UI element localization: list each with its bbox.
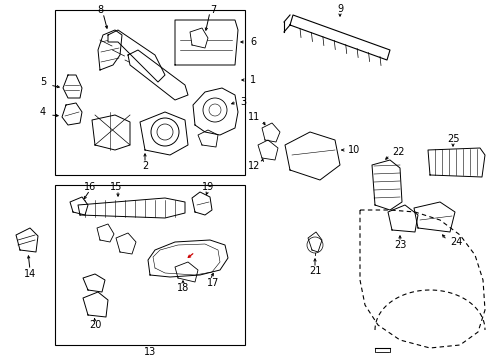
Polygon shape xyxy=(289,15,389,60)
Polygon shape xyxy=(427,148,484,177)
Text: 3: 3 xyxy=(240,97,245,107)
Polygon shape xyxy=(193,88,238,135)
Polygon shape xyxy=(307,232,321,252)
Polygon shape xyxy=(198,130,218,147)
Polygon shape xyxy=(140,112,187,155)
Polygon shape xyxy=(116,233,136,254)
Polygon shape xyxy=(98,30,122,70)
Polygon shape xyxy=(16,228,38,252)
Text: 8: 8 xyxy=(97,5,103,15)
Text: 23: 23 xyxy=(393,240,406,250)
Text: 20: 20 xyxy=(89,320,101,330)
Text: 1: 1 xyxy=(249,75,256,85)
Text: 24: 24 xyxy=(449,237,462,247)
Polygon shape xyxy=(148,240,227,277)
Polygon shape xyxy=(97,224,114,242)
Text: 2: 2 xyxy=(142,161,148,171)
Text: 21: 21 xyxy=(308,266,321,276)
Bar xyxy=(55,10,244,175)
Polygon shape xyxy=(92,115,130,150)
Circle shape xyxy=(203,98,226,122)
Text: 9: 9 xyxy=(336,4,343,14)
Text: 16: 16 xyxy=(84,182,96,192)
Polygon shape xyxy=(258,140,278,160)
Circle shape xyxy=(306,237,323,253)
Text: 12: 12 xyxy=(247,161,260,171)
Circle shape xyxy=(208,104,221,116)
Polygon shape xyxy=(192,192,212,215)
Polygon shape xyxy=(78,198,184,218)
Circle shape xyxy=(157,124,173,140)
Polygon shape xyxy=(62,103,82,125)
Polygon shape xyxy=(371,160,401,210)
Polygon shape xyxy=(108,30,164,82)
Polygon shape xyxy=(413,202,454,232)
Text: 5: 5 xyxy=(40,77,46,87)
Text: 18: 18 xyxy=(177,283,189,293)
Text: 19: 19 xyxy=(202,182,214,192)
Polygon shape xyxy=(285,132,339,180)
Polygon shape xyxy=(175,20,238,65)
Polygon shape xyxy=(190,28,207,48)
Bar xyxy=(55,185,244,345)
Text: 11: 11 xyxy=(247,112,260,122)
Text: 22: 22 xyxy=(391,147,404,157)
Text: 4: 4 xyxy=(40,107,46,117)
Text: 15: 15 xyxy=(110,182,122,192)
Text: 6: 6 xyxy=(249,37,256,47)
Polygon shape xyxy=(63,75,82,98)
Text: 7: 7 xyxy=(209,5,216,15)
Polygon shape xyxy=(262,123,280,142)
Text: 10: 10 xyxy=(347,145,360,155)
Polygon shape xyxy=(175,262,198,282)
Polygon shape xyxy=(83,274,105,292)
Polygon shape xyxy=(83,292,108,317)
Polygon shape xyxy=(70,197,88,215)
Text: 25: 25 xyxy=(446,134,458,144)
Polygon shape xyxy=(387,205,417,232)
Text: 17: 17 xyxy=(206,278,219,288)
Text: 14: 14 xyxy=(24,269,36,279)
Text: 13: 13 xyxy=(143,347,156,357)
Polygon shape xyxy=(128,50,187,100)
Circle shape xyxy=(151,118,179,146)
